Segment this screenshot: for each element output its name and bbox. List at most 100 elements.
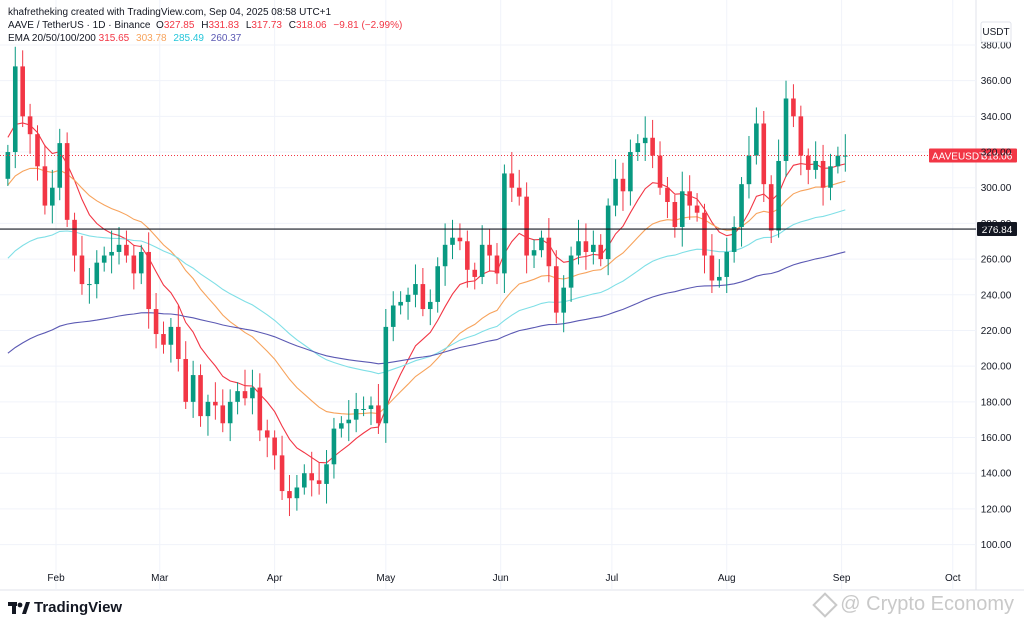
candle-body xyxy=(494,255,500,274)
candle-body xyxy=(709,255,715,281)
tradingview-logo-icon xyxy=(8,601,30,614)
candle-body xyxy=(190,375,196,402)
horizontal-level-tag xyxy=(977,222,1017,237)
candle-body xyxy=(487,244,492,256)
candle-body xyxy=(524,196,529,256)
candle-body xyxy=(583,241,589,252)
candle-body xyxy=(694,205,700,213)
candle-body xyxy=(20,66,25,117)
ema200-value: 260.37 xyxy=(210,33,242,44)
candle-body xyxy=(309,473,315,481)
candle-body xyxy=(413,284,418,295)
close-label: C xyxy=(288,20,296,31)
candle-body xyxy=(642,137,648,144)
y-tick-label: 200.00 xyxy=(981,362,1012,373)
candle-body xyxy=(472,269,478,277)
ema100-value: 285.49 xyxy=(173,33,204,44)
time-axis[interactable]: Feb Mar Apr May Jun Jul Aug Sep Oct xyxy=(47,573,960,584)
last-price-tag xyxy=(929,148,1017,163)
low-label: L xyxy=(245,20,252,31)
candle-body xyxy=(479,244,485,277)
candle-body xyxy=(687,191,692,206)
candle-body xyxy=(420,284,426,310)
candle-body xyxy=(94,262,100,285)
candle-body xyxy=(153,309,159,335)
candle-body xyxy=(776,160,781,231)
y-tick-label: 100.00 xyxy=(981,540,1012,551)
candle-body xyxy=(79,255,85,285)
chart-legend: khafretheking created with TradingView.c… xyxy=(8,6,402,45)
created-by-text: khafretheking created with TradingView.c… xyxy=(8,7,332,18)
ema-lines xyxy=(7,122,846,464)
candle-body xyxy=(198,375,203,417)
candle-body xyxy=(628,152,633,192)
candle-body xyxy=(717,276,722,281)
candle-body xyxy=(450,237,455,245)
x-tick-label: Oct xyxy=(945,573,961,584)
candle-body xyxy=(665,187,670,202)
x-tick-label: May xyxy=(376,573,395,584)
candle-body xyxy=(287,491,292,499)
candle-body xyxy=(35,134,40,167)
candle-body xyxy=(250,387,255,399)
candle-body xyxy=(442,244,448,267)
y-tick-label: 140.00 xyxy=(981,469,1012,480)
ema-row[interactable]: EMA 20/50/100/200 315.65 303.78 285.49 2… xyxy=(8,32,402,45)
currency-label: USDT xyxy=(982,27,1009,38)
watermark: @ Crypto Economy xyxy=(812,591,1014,618)
candle-body xyxy=(227,401,233,424)
close-value: 318.06 xyxy=(295,20,327,31)
candle-body xyxy=(435,266,440,302)
x-tick-label: Apr xyxy=(267,573,283,584)
y-tick-label: 220.00 xyxy=(981,326,1012,337)
candle-body xyxy=(339,423,344,429)
x-tick-label: Mar xyxy=(151,573,169,584)
y-tick-label: 120.00 xyxy=(981,504,1012,515)
candle-body xyxy=(398,301,403,306)
candle-body xyxy=(161,334,166,345)
candle-body xyxy=(5,152,11,179)
candle-body xyxy=(598,244,604,260)
candle-body xyxy=(516,187,522,197)
candle-body xyxy=(828,166,833,188)
high-value: 331.83 xyxy=(208,20,240,31)
y-tick-label: 340.00 xyxy=(981,112,1012,123)
candle-body xyxy=(843,155,848,157)
candle-body xyxy=(561,287,566,313)
candle-body xyxy=(465,241,470,270)
candle-body xyxy=(531,250,537,256)
candle-body xyxy=(791,98,796,117)
x-tick-label: Aug xyxy=(718,573,736,584)
candle-body xyxy=(650,137,655,156)
candle-body xyxy=(131,255,137,274)
candle-body xyxy=(702,212,707,256)
price-axis[interactable]: 100.00 120.00 140.00 160.00 180.00 200.00 220.… xyxy=(980,21,1012,551)
crypto-economy-logo-icon xyxy=(812,591,839,618)
symbol-text[interactable]: AAVE / TetherUS · 1D · Binance xyxy=(8,20,151,31)
watermark-text: @ Crypto Economy xyxy=(840,593,1014,615)
candle-body xyxy=(613,178,618,206)
candle-body xyxy=(101,255,107,263)
candle-body xyxy=(213,401,218,406)
candle-body xyxy=(146,251,151,310)
last-price-symbol: AAVEUSDT xyxy=(932,152,985,163)
candle-body xyxy=(383,326,389,424)
tradingview-logo[interactable]: TradingView xyxy=(8,599,122,616)
low-value: 317.73 xyxy=(251,20,282,31)
candle-body xyxy=(739,184,744,227)
candle-body xyxy=(168,326,174,345)
candle-body xyxy=(353,408,359,420)
candle-body xyxy=(813,160,818,170)
candle-body xyxy=(346,419,352,424)
x-tick-label: Jul xyxy=(605,573,618,584)
candle-body xyxy=(361,408,366,410)
candle-body xyxy=(546,237,552,267)
candle-body xyxy=(835,155,841,167)
ema50-line xyxy=(7,167,846,415)
candle-body xyxy=(368,405,374,409)
candle-body xyxy=(272,437,277,456)
x-tick-label: Feb xyxy=(47,573,65,584)
candle-body xyxy=(124,244,129,256)
